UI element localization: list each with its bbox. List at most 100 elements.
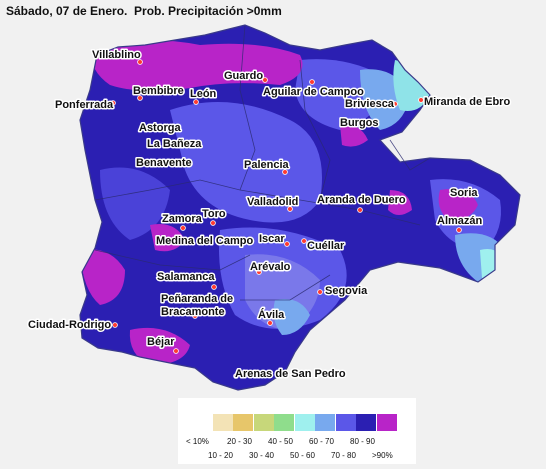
city-marker: Soria	[449, 186, 480, 201]
city-label: Arévalo	[250, 261, 291, 273]
city-dot	[192, 313, 198, 319]
city-marker: Salamanca	[156, 270, 217, 290]
legend-swatch	[233, 414, 253, 431]
city-marker: Almazán	[436, 214, 484, 233]
city-dot	[110, 100, 116, 106]
city-label: Briviesca	[345, 98, 395, 110]
city-dot	[454, 189, 460, 195]
city-marker: Arenas de San Pedro	[233, 367, 347, 382]
legend: < 10% 20 - 30 40 - 50 60 - 70 80 - 90 10 - 2…	[178, 398, 416, 464]
city-marker: Bracamonte	[160, 305, 227, 320]
city-dot	[233, 373, 239, 379]
city-label: Cuéllar	[307, 240, 345, 252]
city-marker: Miranda de Ebro	[418, 95, 512, 110]
city-dot	[309, 79, 315, 85]
city-dot	[112, 322, 118, 328]
legend-label: 50 - 60	[290, 451, 315, 460]
city-label: Arenas de San Pedro	[235, 368, 346, 380]
legend-label: 40 - 50	[268, 437, 293, 446]
legend-label: < 10%	[186, 437, 209, 446]
city-label: Valladolid	[247, 196, 298, 208]
city-dot	[287, 206, 293, 212]
city-label: Segovia	[325, 285, 368, 297]
city-marker: Segovia	[317, 284, 370, 299]
legend-label: 20 - 30	[227, 437, 252, 446]
city-dot	[211, 284, 217, 290]
city-label: Ponferrada	[55, 99, 114, 111]
city-label: Ciudad-Rodrigo	[28, 319, 111, 331]
city-label: Almazán	[437, 215, 483, 227]
city-dot	[418, 97, 424, 103]
city-label: Astorga	[139, 122, 181, 134]
city-label: Toro	[202, 208, 226, 220]
city-dot	[284, 241, 290, 247]
city-marker: Toro	[201, 207, 227, 226]
city-marker: Villablino	[91, 48, 143, 65]
city-dot	[210, 220, 216, 226]
legend-swatch	[315, 414, 335, 431]
city-marker: Benavente	[135, 156, 194, 171]
city-dot	[182, 161, 188, 167]
city-dot	[187, 140, 193, 146]
city-marker: Béjar	[146, 335, 179, 354]
city-dot	[172, 125, 178, 131]
city-label: Villablino	[92, 49, 141, 61]
legend-label: >90%	[372, 451, 393, 460]
city-marker: Guardo	[223, 69, 268, 84]
city-marker: Zamora	[161, 212, 204, 231]
city-marker: Ávila	[257, 307, 287, 326]
city-dot	[357, 207, 363, 213]
city-dot	[256, 269, 262, 275]
legend-swatch	[253, 414, 274, 431]
city-dot	[173, 348, 179, 354]
city-marker: Valladolid	[246, 195, 300, 212]
city-marker: Peñaranda de	[160, 292, 235, 307]
city-label: Iscar	[259, 233, 285, 245]
city-marker: Bembibre	[132, 84, 185, 101]
city-dot	[180, 225, 186, 231]
city-label: Soria	[450, 187, 478, 199]
legend-label: 80 - 90	[350, 437, 375, 446]
city-label: La Bañeza	[147, 138, 202, 150]
city-label: Salamanca	[157, 271, 215, 283]
city-dot	[137, 95, 143, 101]
legend-label: 60 - 70	[309, 437, 334, 446]
city-marker: Briviesca	[344, 97, 398, 112]
city-dot	[137, 59, 143, 65]
city-marker: Cuéllar	[301, 238, 347, 254]
city-label: Miranda de Ebro	[424, 96, 510, 108]
city-dot	[456, 227, 462, 233]
city-label: Benavente	[136, 157, 192, 169]
city-label: Bembibre	[133, 85, 184, 97]
legend-swatch	[376, 414, 397, 431]
legend-swatch	[335, 414, 356, 431]
city-label: Béjar	[147, 336, 175, 348]
city-label: Aranda de Duero	[317, 194, 406, 206]
city-dot	[267, 320, 273, 326]
city-marker: Aguilar de Campoo	[262, 79, 366, 100]
city-marker: Iscar	[258, 232, 290, 247]
city-dot	[193, 99, 199, 105]
city-marker: Ciudad-Rodrigo	[27, 318, 118, 333]
city-marker: Aranda de Duero	[316, 193, 407, 213]
map-title: Sábado, 07 de Enero. Prob. Precipitación…	[6, 4, 282, 18]
city-dot	[317, 289, 323, 295]
legend-label: 30 - 40	[249, 451, 274, 460]
city-marker: Medina del Campo	[155, 234, 255, 249]
legend-swatch	[192, 414, 212, 431]
city-label: Bracamonte	[161, 306, 225, 318]
legend-swatch	[356, 414, 376, 431]
city-label: Peñaranda de	[161, 293, 233, 305]
legend-label: 70 - 80	[331, 451, 356, 460]
city-label: Medina del Campo	[156, 235, 253, 247]
city-label: Guardo	[224, 70, 263, 82]
city-dot	[392, 101, 398, 107]
legend-swatch	[294, 414, 315, 431]
city-marker: Burgos	[339, 116, 381, 131]
legend-swatch	[212, 414, 233, 431]
city-marker: Arévalo	[249, 260, 292, 275]
cities-layer: Villablino Guardo Bembibre León Aguilar de C…	[27, 48, 512, 382]
city-dot	[247, 239, 253, 245]
city-label: Burgos	[340, 117, 379, 129]
